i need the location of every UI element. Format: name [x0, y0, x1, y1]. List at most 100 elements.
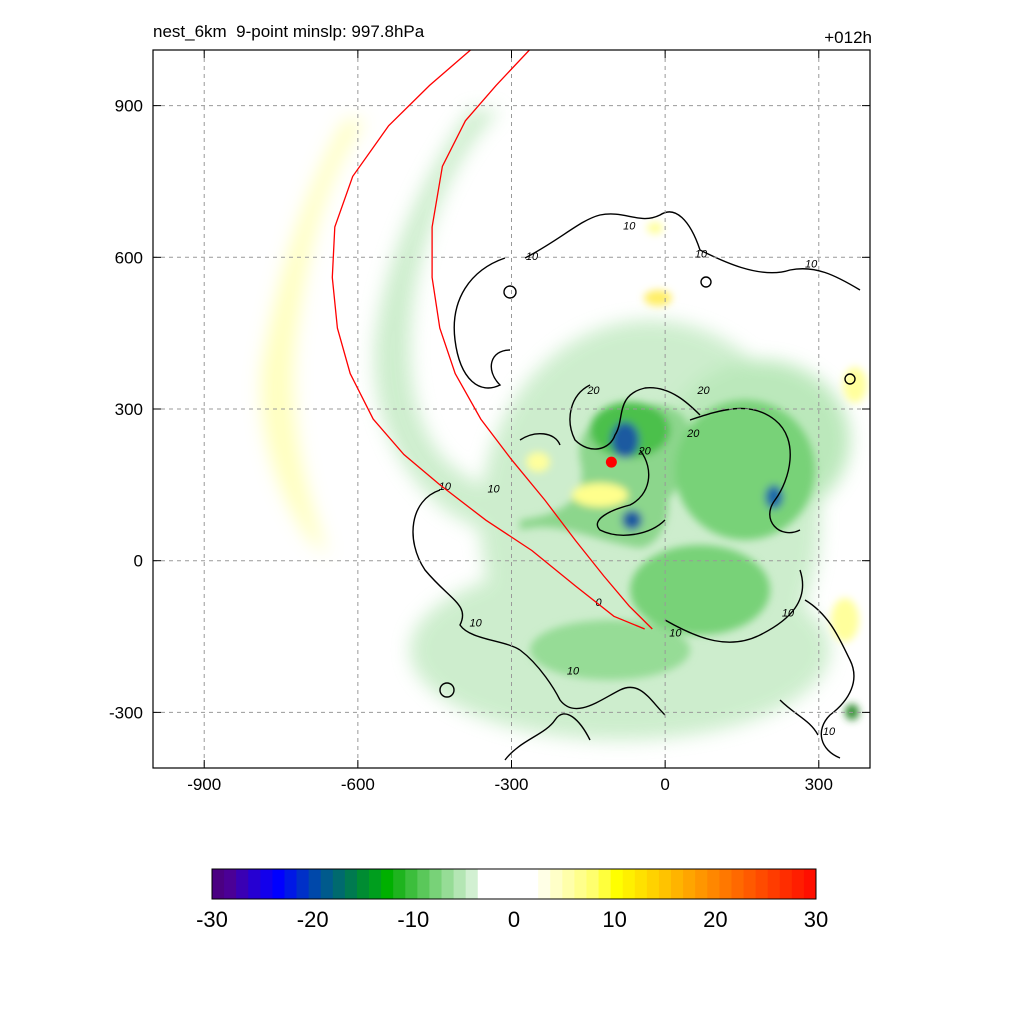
- west-yellow-patch: [526, 452, 550, 472]
- colorbar-tick-label: -10: [397, 907, 429, 932]
- pale-yellow-band: [261, 120, 365, 555]
- colorbar-swatch: [707, 869, 720, 899]
- colorbar-swatch: [272, 869, 285, 899]
- contour-label: 20: [586, 385, 600, 397]
- colorbar-swatch: [320, 869, 334, 899]
- contour-20-inner: [596, 449, 666, 536]
- colorbar-swatch: [477, 869, 491, 899]
- shaded-field: [261, 110, 867, 740]
- colorbar-tick-label: 0: [508, 907, 520, 932]
- north-yellow-patch: [644, 290, 672, 306]
- contour-10-north: [453, 257, 511, 389]
- colorbar-swatch: [755, 869, 769, 899]
- colorbar-swatch: [598, 869, 612, 899]
- colorbar-swatch: [610, 869, 624, 899]
- colorbar-tick-label: 20: [703, 907, 727, 932]
- contour-label: 10: [669, 628, 682, 640]
- colorbar-swatch: [248, 869, 261, 899]
- contour-20-west: [519, 433, 561, 446]
- x-tick-label: -300: [494, 775, 528, 794]
- storm-center-layer: [605, 456, 617, 468]
- contour-label: 10: [567, 665, 580, 677]
- colorbar-swatch: [501, 869, 515, 899]
- contour-label: 10: [623, 221, 636, 233]
- south-eyewall-blue-cell: [622, 510, 642, 530]
- x-tick-label: 0: [660, 775, 669, 794]
- colorbar-swatch: [658, 869, 672, 899]
- x-tick-label: 300: [805, 775, 833, 794]
- contour-label: 20: [696, 385, 710, 397]
- colorbar-swatch: [550, 869, 563, 899]
- contour-label: 10: [526, 251, 539, 263]
- colorbar-swatch: [767, 869, 781, 899]
- south-green-cell: [630, 545, 770, 635]
- east-yellow-patch-2: [843, 367, 867, 403]
- contour-10-south-west: [504, 713, 591, 761]
- eye-yellow-patch: [572, 483, 628, 507]
- contour-small-loop-1: [503, 285, 517, 299]
- colorbar-swatch: [586, 869, 599, 899]
- contour-label: 10: [487, 483, 500, 495]
- colorbar-swatch: [779, 869, 793, 899]
- colorbar: -30 -20 -10 0 10 20 30: [196, 868, 828, 932]
- contour-10-south: [519, 649, 666, 716]
- contour-label: 10: [695, 248, 708, 260]
- contour-10-far-south: [779, 699, 819, 736]
- colorbar-swatch: [538, 869, 551, 899]
- colorbar-swatch: [634, 869, 648, 899]
- colorbar-swatch: [356, 869, 370, 899]
- colorbar-swatch: [465, 869, 479, 899]
- y-tick-label: 600: [115, 248, 143, 267]
- colorbar-swatch: [308, 869, 322, 899]
- colorbar-swatch: [417, 869, 430, 899]
- colorbar-tick-label: 10: [602, 907, 626, 932]
- colorbar-tick-label: 30: [804, 907, 828, 932]
- colorbar-swatch: [671, 869, 684, 899]
- colorbar-swatch: [369, 869, 382, 899]
- colorbar-swatch: [514, 869, 527, 899]
- x-tick-label: -600: [341, 775, 375, 794]
- forecast-hour-label: +012h: [824, 28, 872, 47]
- colorbar-swatch: [574, 869, 587, 899]
- colorbar-frame: [211, 868, 817, 900]
- north-yellow-patch-2: [647, 222, 663, 234]
- contour-label: 10: [439, 481, 452, 493]
- contour-label: 0: [596, 597, 603, 609]
- colorbar-tick-label: -30: [196, 907, 228, 932]
- contour-label: 20: [638, 446, 652, 458]
- colorbar-swatch: [381, 869, 394, 899]
- colorbar-swatch: [344, 869, 358, 899]
- contour-small-loop-3: [844, 373, 856, 385]
- storm-center-marker: [605, 456, 617, 468]
- contour-label: 10: [470, 617, 483, 629]
- y-tick-label: 900: [115, 97, 143, 116]
- contour-label: 20: [686, 428, 700, 440]
- contour-labels: 10 10 10 10 20 20 20 20 10 10 0 10 10 10 10 10: [439, 221, 836, 739]
- contour-10-east: [804, 599, 855, 759]
- x-tick-label: -900: [187, 775, 221, 794]
- colorbar-swatch: [393, 869, 406, 899]
- chart-title: nest_6km 9-point minslp: 997.8hPa: [153, 22, 425, 41]
- contour-small-loop-2: [700, 276, 712, 288]
- contour-10-south-east: [664, 569, 804, 643]
- colorbar-swatch: [236, 869, 249, 899]
- colorbar-swatch: [224, 869, 237, 899]
- colorbar-swatch: [791, 869, 805, 899]
- colorbar-swatch: [731, 869, 744, 899]
- south-west-green-cell: [530, 620, 690, 680]
- axis-tick-labels: -900 -600 -300 0 300 900 600 300 0 -300: [109, 50, 870, 794]
- east-yellow-patch: [831, 598, 859, 642]
- colorbar-swatch: [526, 869, 539, 899]
- y-tick-label: 300: [115, 400, 143, 419]
- contour-lines: [412, 211, 861, 761]
- contour-label: 10: [782, 607, 795, 619]
- colorbar-swatch: [405, 869, 418, 899]
- colorbar-swatch: [284, 869, 297, 899]
- y-tick-label: -300: [109, 703, 143, 722]
- contour-10-west: [412, 489, 521, 651]
- contour-20-core: [569, 384, 701, 450]
- colorbar-swatch: [296, 869, 310, 899]
- east-green-cell: [675, 400, 815, 540]
- contour-small-loop-4: [439, 682, 455, 698]
